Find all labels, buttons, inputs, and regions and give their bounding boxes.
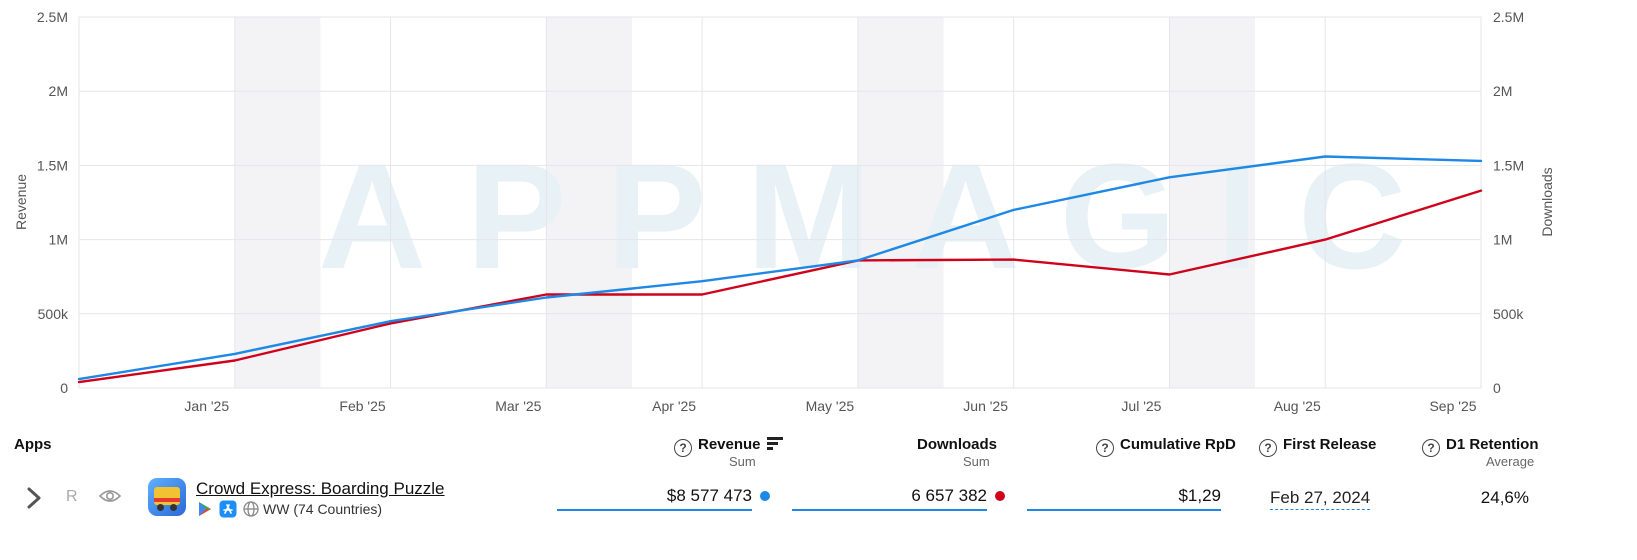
revenue-header[interactable]: ? Revenue [674, 436, 783, 457]
expand-chevron-icon[interactable] [24, 486, 44, 510]
x-tick-label: May '25 [806, 398, 855, 414]
revenue-value: $8 577 473 [666, 486, 752, 505]
month-band [857, 17, 944, 388]
y-tick-label: 1M [49, 232, 68, 248]
downloads-sub-label: Sum [963, 454, 990, 469]
revenue-header-label: Revenue [698, 436, 761, 453]
d1-sub-label: Average [1486, 454, 1535, 469]
month-band [546, 17, 633, 388]
first-release-header[interactable]: ? First Release [1259, 436, 1376, 457]
revenue-sub-label: Sum [729, 454, 756, 469]
y-tick-label: 2.5M [37, 9, 68, 25]
x-tick-label: Apr '25 [652, 398, 696, 414]
series-line-revenue[interactable] [77, 155, 1483, 381]
x-tick-label: Aug '25 [1274, 398, 1321, 414]
y2-tick-label: 1M [1493, 232, 1512, 248]
apps-header: Apps [14, 436, 52, 453]
x-tick-label: Jan '25 [184, 398, 229, 414]
revenue-bar [557, 509, 752, 511]
help-icon[interactable]: ? [1422, 439, 1440, 457]
y2-tick-label: 2.5M [1493, 9, 1524, 25]
app-name-link[interactable]: Crowd Express: Boarding Puzzle [196, 479, 445, 498]
help-icon[interactable]: ? [1259, 439, 1277, 457]
y2-tick-label: 500k [1493, 306, 1524, 322]
downloads-series-dot [995, 491, 1005, 501]
app-store-icon[interactable] [219, 500, 237, 518]
watermark-text: APPMAGIC [318, 132, 1446, 300]
eye-icon[interactable] [99, 488, 121, 504]
d1-retention-header-label: D1 Retention [1446, 436, 1539, 453]
globe-icon [243, 501, 259, 517]
y-tick-label: 1.5M [37, 157, 68, 173]
app-icon[interactable] [148, 478, 186, 516]
rpd-header[interactable]: ? Cumulative RpD [1096, 436, 1236, 457]
revenue-series-dot [760, 491, 770, 501]
y-tick-label: 0 [60, 380, 68, 396]
line-chart: APPMAGIC 0 500k 1M 1.5M 2M 2.5M 0 500k 1M 1.5M 2M… [13, 9, 1555, 414]
downloads-value: 6 657 382 [911, 486, 987, 505]
rpd-bar [1027, 509, 1221, 511]
first-release-header-label: First Release [1283, 436, 1377, 453]
y2-tick-label: 0 [1493, 380, 1501, 396]
region-label: WW (74 Countries) [263, 501, 383, 517]
x-tick-label: Jun '25 [963, 398, 1008, 414]
x-tick-label: Sep '25 [1429, 398, 1476, 414]
rank-letter[interactable]: R [66, 488, 78, 505]
apps-table: Apps ? Revenue Sum Downloads Sum ? Cumulat… [0, 436, 1637, 560]
rpd-header-label: Cumulative RpD [1120, 436, 1236, 453]
y2-axis-title: Downloads [1539, 167, 1555, 236]
y-tick-label: 2M [49, 83, 68, 99]
help-icon[interactable]: ? [1096, 439, 1114, 457]
month-band [1169, 17, 1256, 388]
rpd-value: $1,29 [1178, 486, 1221, 505]
store-list: WW (74 Countries) [196, 500, 382, 518]
help-icon[interactable]: ? [674, 439, 692, 457]
sort-icon[interactable] [766, 437, 783, 450]
series-line-downloads[interactable] [77, 189, 1483, 384]
d1-retention-header[interactable]: ? D1 Retention [1422, 436, 1539, 457]
d1-retention-value: 24,6% [1480, 488, 1529, 507]
y-tick-label: 500k [38, 306, 69, 322]
y2-tick-label: 2M [1493, 83, 1512, 99]
y2-tick-label: 1.5M [1493, 157, 1524, 173]
month-band [234, 17, 321, 388]
x-tick-label: Jul '25 [1121, 398, 1161, 414]
x-tick-label: Mar '25 [495, 398, 541, 414]
y-axis-title: Revenue [13, 174, 29, 230]
downloads-header[interactable]: Downloads [917, 436, 998, 453]
first-release-value[interactable]: Feb 27, 2024 [1270, 488, 1371, 510]
x-tick-label: Feb '25 [339, 398, 385, 414]
google-play-icon[interactable] [196, 500, 214, 518]
downloads-bar [792, 509, 987, 511]
